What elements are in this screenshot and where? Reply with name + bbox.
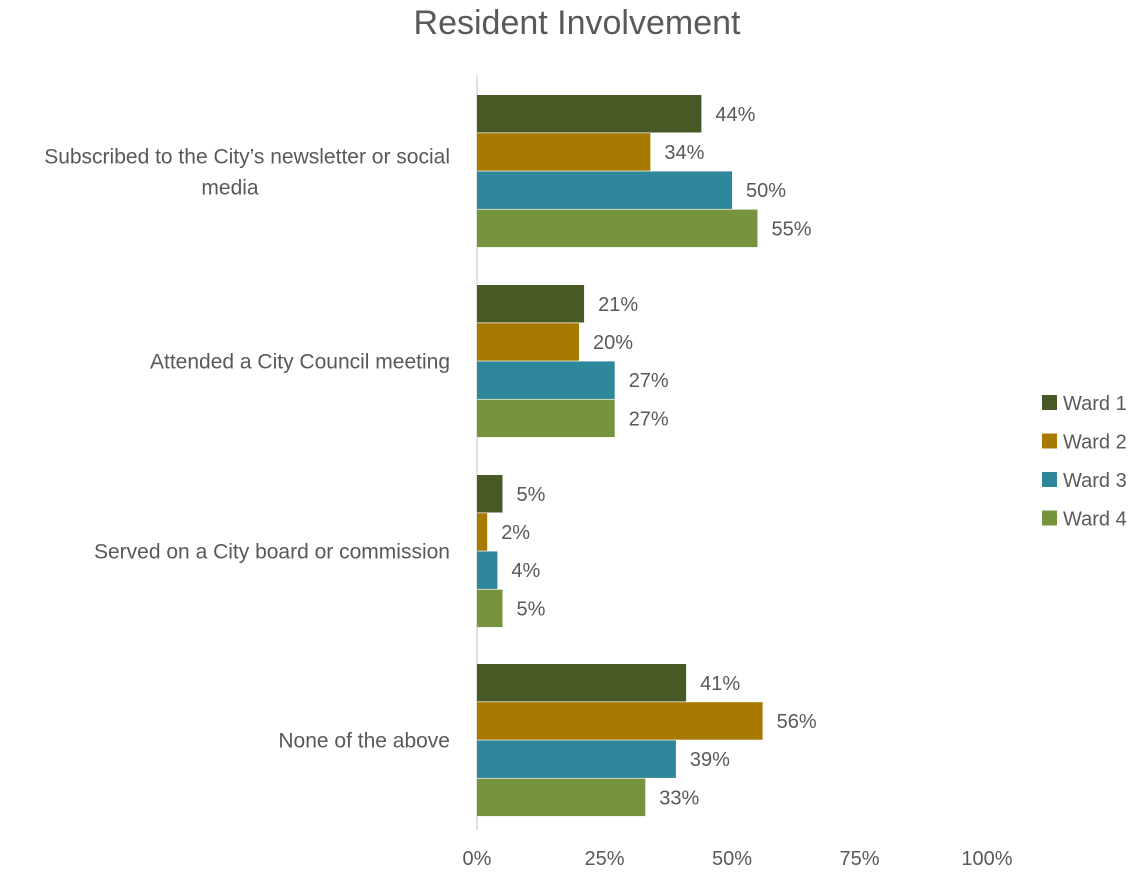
bar: [477, 778, 646, 817]
x-tick-label: 100%: [961, 848, 1012, 870]
bar: [477, 285, 585, 323]
legend-swatch: [1042, 395, 1057, 410]
x-tick-label: 50%: [712, 848, 752, 870]
category-labels: Subscribed to the City’s newsletter or s…: [44, 145, 450, 752]
legend-swatch: [1042, 472, 1057, 487]
data-label: 21%: [598, 294, 638, 316]
data-label: 5%: [517, 598, 546, 620]
bar: [477, 399, 615, 438]
data-label: 27%: [629, 408, 669, 430]
category-label: Attended a City Council meeting: [150, 350, 450, 373]
category-label: Served on a City board or commission: [94, 540, 450, 563]
data-label: 20%: [593, 332, 633, 354]
data-label: 50%: [746, 180, 786, 202]
bar: [477, 702, 763, 740]
x-axis-ticks: 0% 25% 50% 75% 100%: [463, 848, 1013, 870]
bars: [477, 95, 763, 817]
legend-swatch: [1042, 510, 1057, 526]
x-tick-label: 75%: [839, 848, 879, 870]
data-label: 34%: [664, 142, 704, 164]
legend-label: Ward 2: [1063, 432, 1127, 454]
category-label: None of the above: [278, 729, 450, 752]
x-tick-label: 25%: [584, 848, 624, 870]
bar: [477, 740, 676, 778]
category-label: Subscribed to the City’s newsletter or s…: [44, 145, 450, 199]
bar: [477, 133, 651, 171]
bar: [477, 513, 488, 551]
bar: [477, 171, 732, 209]
bar: [477, 664, 687, 702]
data-label: 2%: [501, 522, 530, 544]
data-label: 27%: [629, 370, 669, 392]
chart-title: Resident Involvement: [414, 4, 742, 42]
bar: [477, 209, 758, 248]
data-label: 44%: [715, 104, 755, 126]
legend: Ward 1 Ward 2 Ward 3 Ward 4: [1042, 393, 1127, 531]
x-tick-label: 0%: [463, 848, 492, 870]
bar: [477, 589, 503, 628]
bar: [477, 323, 579, 361]
data-labels: 44% 34% 50% 55% 21% 20% 27% 27% 5% 2% 4% 5% 41% 56% 39…: [501, 104, 817, 810]
data-label: 33%: [659, 787, 699, 809]
data-label: 41%: [700, 673, 740, 695]
bar: [477, 95, 702, 133]
legend-swatch: [1042, 433, 1057, 449]
data-label: 55%: [772, 218, 812, 240]
legend-label: Ward 3: [1063, 470, 1127, 492]
bar: [477, 551, 498, 589]
data-label: 5%: [517, 484, 546, 506]
bar: [477, 361, 615, 399]
data-label: 56%: [777, 711, 817, 733]
legend-label: Ward 4: [1063, 509, 1127, 531]
data-label: 4%: [511, 560, 540, 582]
legend-label: Ward 1: [1063, 393, 1127, 415]
data-label: 39%: [690, 749, 730, 771]
bar: [477, 475, 503, 513]
